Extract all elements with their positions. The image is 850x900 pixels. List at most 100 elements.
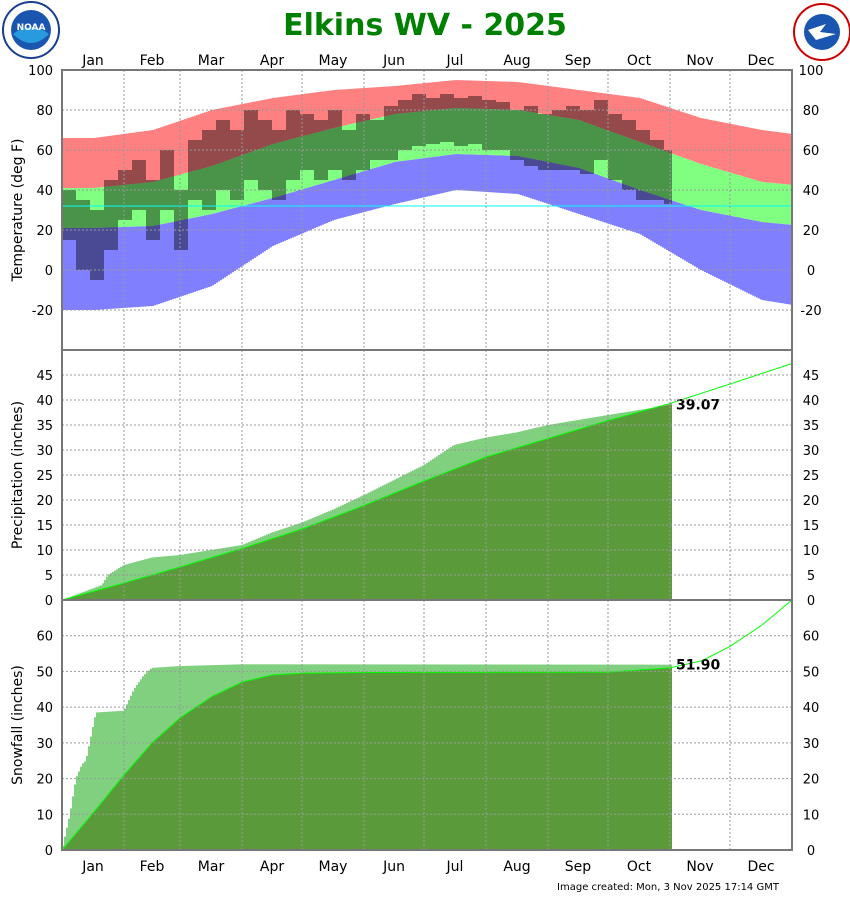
above-normal-bar	[348, 502, 350, 512]
above-normal-bar	[604, 664, 606, 673]
record-high-bar	[748, 127, 750, 179]
observed-cumulative-bar	[460, 672, 462, 850]
record-low-bar	[84, 228, 86, 310]
normal-range-bar	[252, 151, 254, 204]
above-normal-bar	[78, 771, 80, 830]
record-high-bar	[674, 109, 676, 155]
above-normal-bar	[616, 664, 618, 672]
record-low-bar	[566, 165, 568, 211]
record-low-bar	[290, 192, 292, 239]
record-low-bar	[388, 163, 390, 206]
observed-cumulative-bar	[620, 671, 622, 850]
normal-range-bar	[612, 132, 614, 181]
normal-range-bar	[468, 108, 470, 155]
record-high-bar	[138, 131, 140, 184]
observed-cumulative-bar	[102, 800, 104, 850]
observed-cumulative-bar	[162, 733, 164, 850]
record-high-bar	[486, 81, 488, 109]
record-high-bar	[436, 81, 438, 110]
record-high-bar	[182, 119, 184, 174]
above-normal-bar	[94, 587, 96, 591]
observed-temperature-bar	[132, 160, 146, 210]
observed-cumulative-bar	[530, 672, 532, 850]
above-normal-bar	[496, 664, 498, 673]
record-low-bar	[460, 154, 462, 191]
normal-range-bar	[378, 117, 380, 167]
normal-range-bar	[668, 152, 670, 200]
record-high-bar	[392, 86, 394, 115]
nws-logo	[793, 3, 850, 61]
y-tick-label-left: 100	[28, 64, 53, 79]
above-normal-bar	[138, 682, 140, 758]
record-high-bar	[364, 87, 366, 121]
record-low-bar	[206, 215, 208, 288]
observed-cumulative-bar	[358, 507, 360, 600]
normal-range-bar	[132, 184, 134, 227]
above-normal-bar	[268, 533, 270, 540]
normal-range-bar	[476, 108, 478, 155]
above-normal-bar	[134, 687, 136, 763]
above-normal-bar	[460, 443, 462, 467]
record-low-bar	[770, 222, 772, 302]
normal-range-bar	[574, 119, 576, 168]
above-normal-bar	[336, 507, 338, 516]
record-low-bar	[378, 166, 380, 209]
observed-cumulative-bar	[408, 672, 410, 850]
record-high-bar	[700, 118, 702, 164]
normal-range-bar	[152, 182, 154, 226]
above-normal-bar	[454, 444, 456, 469]
record-low-bar	[256, 202, 258, 257]
record-high-bar	[370, 87, 372, 120]
observed-cumulative-bar	[120, 778, 122, 850]
normal-range-bar	[308, 134, 310, 188]
observed-cumulative-bar	[122, 776, 124, 850]
record-high-bar	[360, 88, 362, 122]
normal-range-bar	[590, 124, 592, 173]
above-normal-bar	[626, 411, 628, 416]
normal-range-bar	[418, 111, 420, 159]
record-high-bar	[612, 94, 614, 133]
above-normal-bar	[260, 664, 262, 678]
record-high-bar	[300, 94, 302, 137]
above-normal-bar	[142, 559, 144, 578]
observed-cumulative-bar	[544, 439, 546, 600]
normal-range-bar	[288, 139, 290, 194]
above-normal-bar	[632, 410, 634, 414]
normal-range-bar	[648, 145, 650, 193]
record-low-bar	[768, 222, 770, 302]
record-high-bar	[328, 90, 330, 130]
record-low-bar	[516, 155, 518, 194]
record-high-bar	[208, 111, 210, 167]
record-high-bar	[312, 92, 314, 134]
observed-cumulative-bar	[618, 417, 620, 600]
above-normal-bar	[224, 664, 226, 691]
observed-cumulative-bar	[184, 714, 186, 850]
observed-cumulative-bar	[208, 698, 210, 850]
record-high-bar	[412, 84, 414, 113]
above-normal-bar	[404, 474, 406, 489]
record-low-bar	[682, 204, 684, 260]
normal-range-bar	[380, 117, 382, 167]
record-high-bar	[778, 132, 780, 184]
y-tick-label-left: 25	[36, 469, 53, 484]
normal-range-bar	[766, 182, 768, 223]
above-normal-bar	[514, 664, 516, 673]
normal-range-bar	[262, 147, 264, 201]
normal-range-bar	[542, 114, 544, 161]
observed-cumulative-bar	[300, 673, 302, 850]
normal-range-bar	[200, 168, 202, 217]
above-normal-bar	[174, 555, 176, 569]
normal-range-bar	[464, 108, 466, 155]
record-high-bar	[568, 88, 570, 119]
above-normal-bar	[106, 711, 108, 796]
observed-cumulative-bar	[324, 520, 326, 600]
above-normal-bar	[96, 586, 98, 591]
above-normal-bar	[438, 664, 440, 673]
record-high-bar	[126, 133, 128, 185]
observed-cumulative-bar	[110, 586, 112, 600]
observed-cumulative-bar	[238, 683, 240, 850]
record-low-bar	[144, 226, 146, 307]
observed-cumulative-bar	[414, 484, 416, 600]
record-low-bar	[616, 181, 618, 227]
record-low-bar	[302, 189, 304, 234]
